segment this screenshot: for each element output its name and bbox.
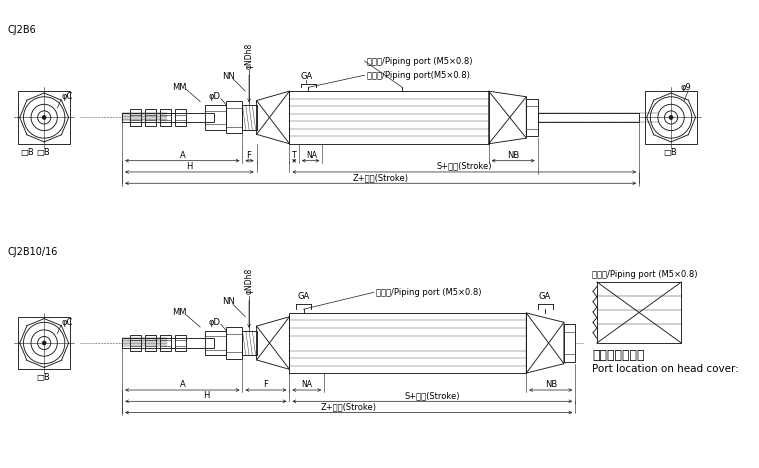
Circle shape <box>669 116 673 119</box>
Text: φNDh8: φNDh8 <box>244 268 254 294</box>
Circle shape <box>43 341 46 345</box>
Text: CJ2B6: CJ2B6 <box>8 25 36 36</box>
Text: □B: □B <box>36 148 50 157</box>
Bar <box>160 335 171 351</box>
Bar <box>145 335 156 351</box>
Bar <box>564 324 575 362</box>
Bar <box>597 282 682 343</box>
Bar <box>205 105 225 130</box>
Bar <box>145 109 156 126</box>
Text: S+行程(Stroke): S+行程(Stroke) <box>405 391 460 400</box>
Text: T: T <box>292 151 297 160</box>
Bar <box>205 331 225 355</box>
Text: 接气孔/Piping port(M5×0.8): 接气孔/Piping port(M5×0.8) <box>367 71 469 80</box>
Bar <box>175 335 186 351</box>
Bar <box>644 91 698 144</box>
Text: φD: φD <box>208 318 220 327</box>
Text: GA: GA <box>539 292 551 300</box>
Bar <box>18 91 71 144</box>
Text: NA: NA <box>307 151 317 160</box>
Bar <box>242 331 257 355</box>
Text: F: F <box>263 380 269 389</box>
Text: φD: φD <box>208 92 220 101</box>
Bar <box>122 338 214 348</box>
Bar <box>122 113 214 122</box>
Text: 接气孔/Piping port (M5×0.8): 接气孔/Piping port (M5×0.8) <box>376 288 481 297</box>
Text: □B: □B <box>36 373 50 382</box>
Bar <box>537 113 639 122</box>
Text: Port location on head cover:: Port location on head cover: <box>592 365 739 374</box>
Bar <box>160 109 171 126</box>
Text: S+行程(Stroke): S+行程(Stroke) <box>436 162 492 171</box>
Text: H: H <box>203 391 209 400</box>
Text: MM: MM <box>172 308 187 317</box>
Text: NB: NB <box>545 380 557 389</box>
Bar <box>526 99 537 136</box>
Text: NA: NA <box>301 380 312 389</box>
Bar <box>289 91 489 144</box>
Text: φ9: φ9 <box>681 83 691 92</box>
Bar <box>175 109 186 126</box>
Text: φC: φC <box>61 92 72 101</box>
Text: 轴向节气孔型式: 轴向节气孔型式 <box>592 349 644 362</box>
Text: NN: NN <box>222 72 235 80</box>
Text: NB: NB <box>507 151 519 160</box>
Text: GA: GA <box>298 292 310 300</box>
Bar <box>130 109 141 126</box>
Text: A: A <box>179 380 185 389</box>
Bar <box>242 105 257 130</box>
Text: □B: □B <box>663 148 677 157</box>
Text: H: H <box>186 162 192 171</box>
Text: CJ2B10/16: CJ2B10/16 <box>8 247 58 257</box>
Bar <box>225 327 242 359</box>
Text: NN: NN <box>222 297 235 306</box>
Circle shape <box>43 116 46 119</box>
Text: 接气孔/Piping port (M5×0.8): 接气孔/Piping port (M5×0.8) <box>592 270 698 279</box>
Bar <box>289 313 526 373</box>
Text: Z+行程(Stroke): Z+行程(Stroke) <box>353 173 408 182</box>
Bar <box>225 102 242 133</box>
Text: φC: φC <box>61 318 72 327</box>
Text: F: F <box>247 151 251 160</box>
Text: GA: GA <box>301 72 313 80</box>
Text: A: A <box>179 151 185 160</box>
Text: □B: □B <box>20 148 34 157</box>
Text: Z+行程(Stroke): Z+行程(Stroke) <box>321 402 376 411</box>
Text: MM: MM <box>172 83 187 92</box>
Bar <box>130 335 141 351</box>
Text: φNDh8: φNDh8 <box>244 42 254 69</box>
Text: 接气孔/Piping port (M5×0.8): 接气孔/Piping port (M5×0.8) <box>367 57 472 66</box>
Bar <box>18 317 71 369</box>
